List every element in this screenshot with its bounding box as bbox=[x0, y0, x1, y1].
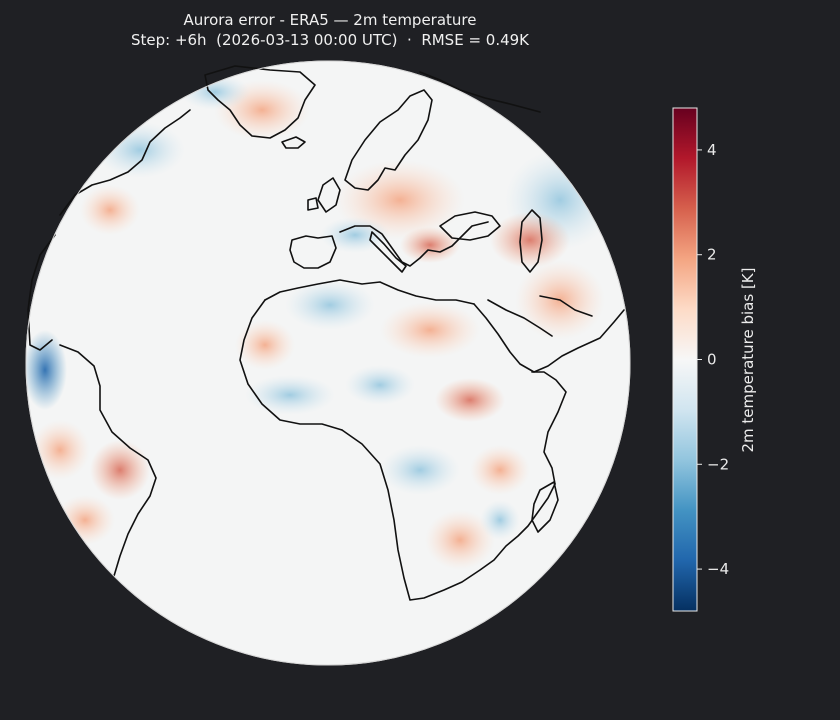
bias-field bbox=[26, 74, 615, 570]
colorbar-tick-label: 4 bbox=[707, 141, 717, 159]
colorbar-tick-label: 0 bbox=[707, 351, 717, 369]
map-title: Aurora error - ERA5 — 2m temperature Ste… bbox=[0, 10, 660, 50]
colorbar-tick-label: −4 bbox=[707, 560, 729, 578]
colorbar-tick-label: −2 bbox=[707, 455, 729, 473]
colorbar-tick-label: 2 bbox=[707, 246, 717, 264]
colorbar-label: 2m temperature bias [K] bbox=[739, 267, 757, 453]
colorbar-gradient bbox=[673, 108, 697, 611]
title-line-2: Step: +6h (2026-03-13 00:00 UTC) · RMSE … bbox=[130, 31, 530, 49]
coastlines bbox=[27, 65, 625, 601]
title-line-1: Aurora error - ERA5 — 2m temperature bbox=[183, 11, 477, 29]
colorbar-ticks: 4 2 0 −2 −4 bbox=[697, 141, 729, 578]
globe-outline bbox=[25, 60, 631, 666]
